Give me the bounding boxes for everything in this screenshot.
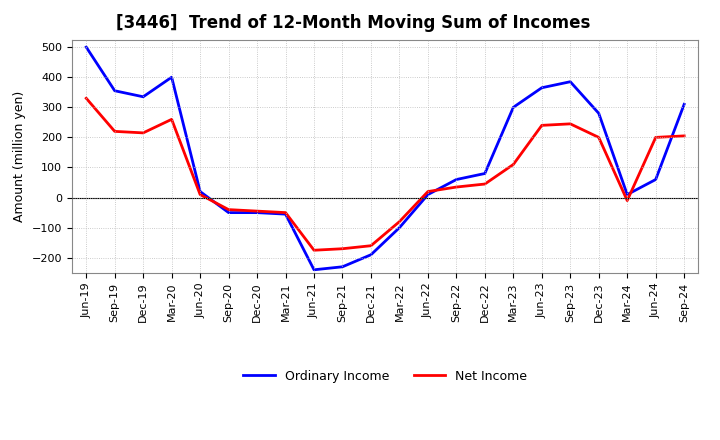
Net Income: [566, 121, 575, 126]
Ordinary Income: [680, 102, 688, 107]
Net Income: [110, 129, 119, 134]
Ordinary Income: [282, 212, 290, 217]
Net Income: [509, 162, 518, 167]
Y-axis label: Amount (million yen): Amount (million yen): [13, 91, 26, 222]
Net Income: [480, 181, 489, 187]
Line: Ordinary Income: Ordinary Income: [86, 47, 684, 270]
Net Income: [225, 207, 233, 212]
Net Income: [680, 133, 688, 139]
Ordinary Income: [566, 79, 575, 84]
Ordinary Income: [480, 171, 489, 176]
Ordinary Income: [82, 44, 91, 50]
Ordinary Income: [509, 105, 518, 110]
Ordinary Income: [623, 192, 631, 197]
Ordinary Income: [196, 189, 204, 194]
Net Income: [253, 209, 261, 214]
Ordinary Income: [595, 111, 603, 116]
Net Income: [452, 184, 461, 190]
Net Income: [338, 246, 347, 251]
Net Income: [167, 117, 176, 122]
Net Income: [623, 198, 631, 203]
Net Income: [82, 95, 91, 101]
Line: Net Income: Net Income: [86, 98, 684, 250]
Net Income: [595, 135, 603, 140]
Ordinary Income: [423, 192, 432, 197]
Net Income: [537, 123, 546, 128]
Net Income: [366, 243, 375, 248]
Net Income: [310, 248, 318, 253]
Net Income: [139, 130, 148, 136]
Ordinary Income: [338, 264, 347, 269]
Ordinary Income: [395, 225, 404, 230]
Ordinary Income: [225, 210, 233, 215]
Net Income: [196, 192, 204, 197]
Ordinary Income: [310, 267, 318, 272]
Ordinary Income: [366, 252, 375, 257]
Net Income: [282, 210, 290, 215]
Ordinary Income: [253, 210, 261, 215]
Ordinary Income: [139, 94, 148, 99]
Ordinary Income: [452, 177, 461, 182]
Ordinary Income: [110, 88, 119, 93]
Net Income: [652, 135, 660, 140]
Ordinary Income: [167, 74, 176, 80]
Net Income: [423, 189, 432, 194]
Legend: Ordinary Income, Net Income: Ordinary Income, Net Income: [238, 365, 532, 388]
Ordinary Income: [652, 177, 660, 182]
Text: [3446]  Trend of 12-Month Moving Sum of Incomes: [3446] Trend of 12-Month Moving Sum of I…: [116, 15, 590, 33]
Ordinary Income: [537, 85, 546, 90]
Net Income: [395, 219, 404, 224]
